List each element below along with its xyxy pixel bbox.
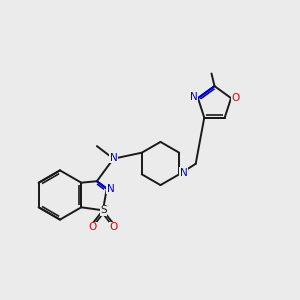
Text: O: O: [231, 93, 239, 103]
Text: N: N: [179, 168, 187, 178]
Text: N: N: [110, 153, 117, 163]
Text: N: N: [106, 184, 114, 194]
Text: O: O: [109, 223, 117, 232]
Text: O: O: [88, 223, 97, 232]
Text: S: S: [100, 205, 107, 215]
Text: N: N: [190, 92, 198, 102]
